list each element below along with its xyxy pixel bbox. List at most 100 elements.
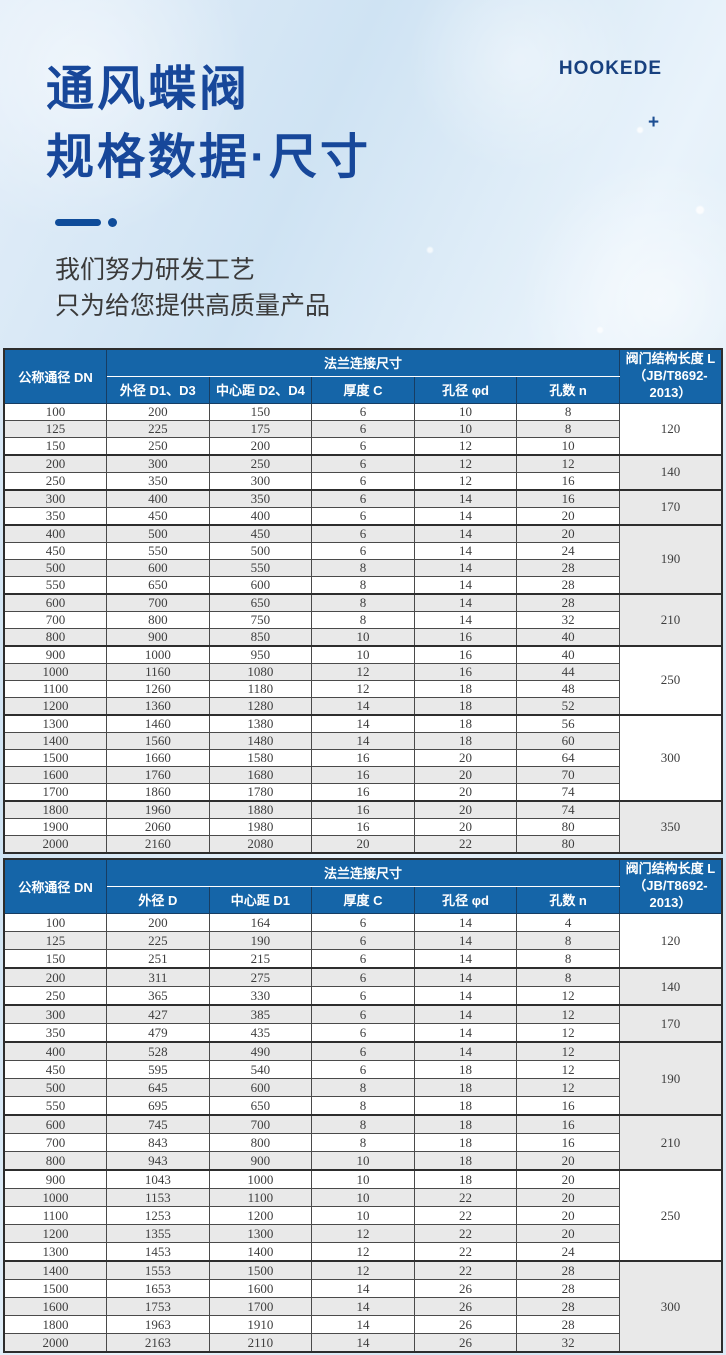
cell-hole-count: 16 xyxy=(516,1095,620,1116)
table-row: 1800 1963 1910 14 26 28 xyxy=(3,1314,722,1334)
cell-nominal-diameter: 1600 xyxy=(3,1296,108,1316)
cell-structure-length: 300 xyxy=(618,713,723,802)
cell-thickness: 8 xyxy=(311,1113,415,1134)
cell-thickness: 10 xyxy=(311,644,415,664)
cell-thickness: 8 xyxy=(311,575,415,595)
table-row: 350 450 400 6 14 20 xyxy=(3,506,722,526)
table-row: 2000 2160 2080 20 22 80 xyxy=(3,834,722,854)
cell-center-distance: 385 xyxy=(208,1003,313,1024)
cell-nominal-diameter: 1900 xyxy=(3,817,108,836)
cell-hole-diameter: 20 xyxy=(413,799,518,819)
cell-nominal-diameter: 900 xyxy=(3,644,108,664)
cell-outer-diameter: 225 xyxy=(106,419,210,438)
cell-outer-diameter: 1653 xyxy=(106,1278,210,1298)
cell-thickness: 16 xyxy=(311,782,415,802)
cell-hole-diameter: 18 xyxy=(413,1132,518,1152)
cell-thickness: 14 xyxy=(311,696,415,716)
cell-hole-diameter: 20 xyxy=(413,765,518,784)
cell-hole-diameter: 26 xyxy=(413,1314,518,1334)
cell-hole-count: 74 xyxy=(516,799,620,819)
col-header-structure-length: 阀门结构长度 L （JB/T8692-2013） xyxy=(618,348,723,404)
cell-hole-count: 8 xyxy=(516,966,620,987)
cell-thickness: 6 xyxy=(311,471,415,491)
cell-outer-diameter: 200 xyxy=(106,402,210,421)
cell-outer-diameter: 1000 xyxy=(106,644,210,664)
cell-hole-count: 28 xyxy=(516,575,620,595)
cell-nominal-diameter: 700 xyxy=(3,1132,108,1152)
cell-hole-diameter: 18 xyxy=(413,1077,518,1097)
cell-hole-diameter: 12 xyxy=(413,436,518,456)
cell-hole-count: 70 xyxy=(516,765,620,784)
table-row: 125 225 175 6 10 8 xyxy=(3,419,722,438)
cell-hole-count: 28 xyxy=(516,1296,620,1316)
cell-center-distance: 1910 xyxy=(208,1314,313,1334)
cell-center-distance: 850 xyxy=(208,627,313,647)
cell-center-distance: 350 xyxy=(208,488,313,508)
table-row: 1800 1960 1880 16 20 74 350 xyxy=(3,799,723,854)
table-row: 1000 1153 1100 10 22 20 xyxy=(3,1187,722,1207)
title-dash-divider xyxy=(55,218,117,227)
cell-hole-count: 10 xyxy=(516,436,620,456)
cell-nominal-diameter: 125 xyxy=(3,419,108,438)
cell-hole-count: 28 xyxy=(516,1314,620,1334)
table-row: 700 800 750 8 14 32 xyxy=(3,610,722,629)
cell-thickness: 16 xyxy=(311,748,415,767)
cell-thickness: 6 xyxy=(311,523,415,543)
cell-thickness: 12 xyxy=(311,1241,415,1262)
cell-hole-count: 32 xyxy=(516,1332,620,1353)
cell-thickness: 8 xyxy=(311,592,415,612)
cell-thickness: 10 xyxy=(311,1187,415,1207)
page-subtitle-line1: 我们努力研发工艺 xyxy=(55,256,256,284)
cell-hole-diameter: 14 xyxy=(413,966,518,987)
cell-hole-count: 64 xyxy=(516,748,620,767)
cell-outer-diameter: 900 xyxy=(106,627,210,647)
table-row: 1700 1860 1780 16 20 74 xyxy=(3,782,722,802)
cell-hole-diameter: 14 xyxy=(413,948,518,969)
cell-hole-diameter: 22 xyxy=(413,1241,518,1262)
cell-thickness: 6 xyxy=(311,930,415,950)
cell-nominal-diameter: 1600 xyxy=(3,765,108,784)
table-row: 100 200 164 6 14 4 120 xyxy=(3,912,723,969)
spec-table-2-header: 公称通径 DN 法兰连接尺寸 阀门结构长度 L （JB/T8692-2013） … xyxy=(3,858,723,914)
cell-outer-diameter: 350 xyxy=(106,471,210,491)
cell-hole-count: 28 xyxy=(516,1278,620,1298)
cell-outer-diameter: 1153 xyxy=(106,1187,210,1207)
brand-logo: HOOKEDE xyxy=(558,58,662,79)
table-row: 150 251 215 6 14 8 xyxy=(3,948,722,969)
cell-center-distance: 1300 xyxy=(208,1223,313,1243)
cell-thickness: 6 xyxy=(311,1003,415,1024)
cell-outer-diameter: 365 xyxy=(106,985,210,1006)
cell-structure-length: 250 xyxy=(618,1168,723,1262)
cell-hole-count: 12 xyxy=(516,453,620,473)
col-header-hole-count: 孔数 n xyxy=(516,885,620,914)
cell-hole-diameter: 22 xyxy=(413,1259,518,1280)
cell-structure-length: 250 xyxy=(618,644,723,716)
dash-dot xyxy=(108,218,117,227)
cell-nominal-diameter: 450 xyxy=(3,541,108,560)
cell-outer-diameter: 500 xyxy=(106,523,210,543)
cell-hole-count: 20 xyxy=(516,1187,620,1207)
cell-outer-diameter: 2163 xyxy=(106,1332,210,1353)
table-row: 1300 1460 1380 14 18 56 300 xyxy=(3,713,723,802)
cell-nominal-diameter: 300 xyxy=(3,1003,108,1024)
cell-outer-diameter: 311 xyxy=(106,966,210,987)
table-row: 550 695 650 8 18 16 xyxy=(3,1095,722,1116)
cell-hole-count: 12 xyxy=(516,985,620,1006)
cell-structure-length: 190 xyxy=(618,1040,723,1116)
cell-outer-diameter: 550 xyxy=(106,541,210,560)
cell-center-distance: 750 xyxy=(208,610,313,629)
cell-center-distance: 450 xyxy=(208,523,313,543)
cell-outer-diameter: 1360 xyxy=(106,696,210,716)
col-header-flange-group: 法兰连接尺寸 xyxy=(106,348,620,377)
cell-hole-diameter: 14 xyxy=(413,541,518,560)
cell-thickness: 12 xyxy=(311,1223,415,1243)
cell-nominal-diameter: 1000 xyxy=(3,662,108,681)
col-header-nominal-diameter: 公称通径 DN xyxy=(3,858,108,914)
cell-hole-diameter: 14 xyxy=(413,1003,518,1024)
cell-hole-count: 74 xyxy=(516,782,620,802)
cell-outer-diameter: 1753 xyxy=(106,1296,210,1316)
table-row: 250 365 330 6 14 12 xyxy=(3,985,722,1006)
table-row: 500 645 600 8 18 12 xyxy=(3,1077,722,1097)
cell-center-distance: 700 xyxy=(208,1113,313,1134)
cell-nominal-diameter: 1200 xyxy=(3,696,108,716)
